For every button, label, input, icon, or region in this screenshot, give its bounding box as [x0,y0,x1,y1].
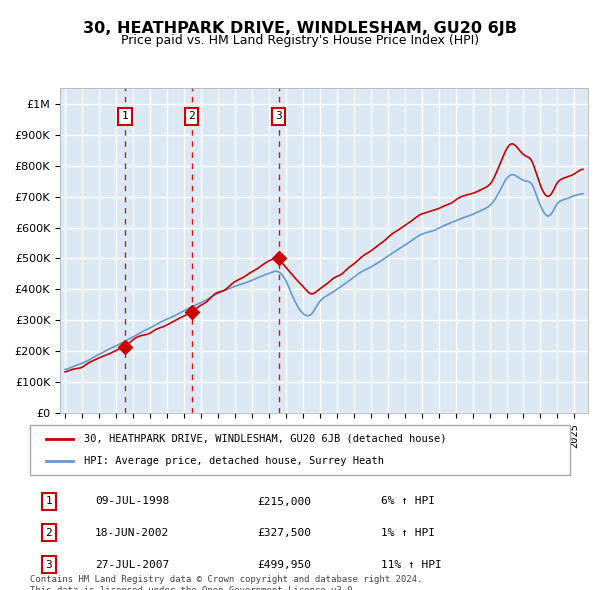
FancyBboxPatch shape [30,425,570,475]
Point [120,342,130,351]
Text: £215,000: £215,000 [257,497,311,506]
Text: 1: 1 [121,112,128,122]
Text: 2: 2 [188,112,195,122]
Text: 1: 1 [46,497,52,506]
Text: 18-JUN-2002: 18-JUN-2002 [95,527,169,537]
Text: 11% ↑ HPI: 11% ↑ HPI [381,560,442,570]
Text: Price paid vs. HM Land Registry's House Price Index (HPI): Price paid vs. HM Land Registry's House … [121,34,479,47]
Text: 30, HEATHPARK DRIVE, WINDLESHAM, GU20 6JB (detached house): 30, HEATHPARK DRIVE, WINDLESHAM, GU20 6J… [84,434,446,444]
Text: HPI: Average price, detached house, Surrey Heath: HPI: Average price, detached house, Surr… [84,456,384,466]
Text: 3: 3 [46,560,52,570]
Text: £499,950: £499,950 [257,560,311,570]
Text: 27-JUL-2007: 27-JUL-2007 [95,560,169,570]
Text: 6% ↑ HPI: 6% ↑ HPI [381,497,435,506]
Text: 30, HEATHPARK DRIVE, WINDLESHAM, GU20 6JB: 30, HEATHPARK DRIVE, WINDLESHAM, GU20 6J… [83,21,517,35]
Point [187,307,197,316]
Text: Contains HM Land Registry data © Crown copyright and database right 2024.
This d: Contains HM Land Registry data © Crown c… [30,575,422,590]
Text: 2: 2 [46,527,52,537]
Text: £327,500: £327,500 [257,527,311,537]
Text: 3: 3 [275,112,282,122]
Text: 1% ↑ HPI: 1% ↑ HPI [381,527,435,537]
Point [274,254,283,263]
Text: 09-JUL-1998: 09-JUL-1998 [95,497,169,506]
